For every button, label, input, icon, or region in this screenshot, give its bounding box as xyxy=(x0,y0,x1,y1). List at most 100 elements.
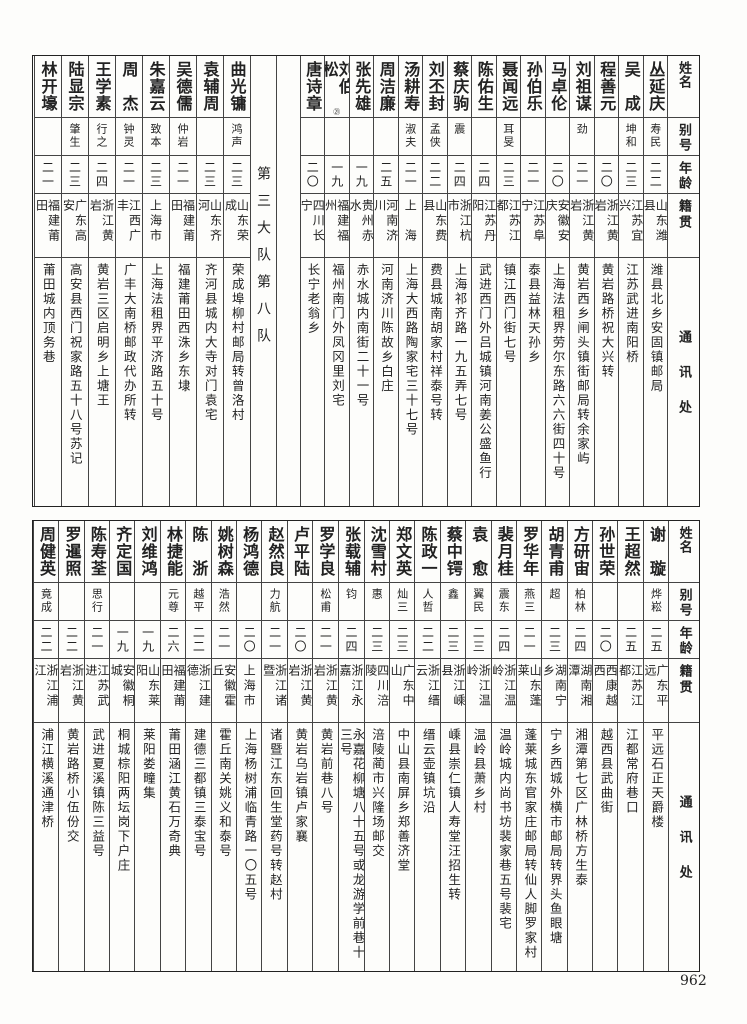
native-cell: 浙江诸暨 xyxy=(262,659,287,723)
native-text: 江苏宜兴 xyxy=(619,199,643,244)
age-text: 二二 xyxy=(420,626,435,654)
alias-cell: 震 xyxy=(447,118,471,156)
header-address-cell: 通讯处 xyxy=(669,723,699,971)
age-text: 一九 xyxy=(115,626,130,654)
address-cell: 蓬莱城东官家庄邮局转仙人脚罗家村 xyxy=(517,723,541,971)
person-column: 曲光镛 鸿声 二三 山东荣成 荣成埠柳村邮局转曾洛村 xyxy=(222,56,250,506)
age-cell: 二二 xyxy=(186,621,211,659)
age-cell: 二二 xyxy=(33,621,59,659)
native-text: 福建莆田 xyxy=(169,199,196,244)
name-cell: 袁辅周 xyxy=(196,56,223,118)
name-text: 周健英 xyxy=(37,526,57,577)
age-cell: 二一 xyxy=(169,156,196,194)
native-text: 贵州赤水 xyxy=(349,199,374,244)
age-cell: 二四 xyxy=(491,621,516,659)
address-text: 缙云壶镇坑沿 xyxy=(420,728,436,815)
age-text: 二三 xyxy=(445,626,460,654)
name-cell: 程善元 xyxy=(594,56,618,118)
page-number: 962 xyxy=(680,973,707,989)
age-cell: 二三 xyxy=(61,156,88,194)
native-cell: 浙江浦江 xyxy=(33,659,59,723)
address-cell: 诸暨江东回生堂药号转赵村 xyxy=(262,723,286,971)
age-text: 二三 xyxy=(547,626,562,654)
alias-cell xyxy=(300,118,324,156)
name-cell: 袁 愈 xyxy=(466,521,491,583)
address-text: 黄岩路桥祝大兴转 xyxy=(599,263,615,379)
alias-text: 寿民 xyxy=(648,123,662,149)
name-text: 张载辅 xyxy=(342,526,362,577)
header-alias: 别号 xyxy=(676,123,691,153)
name-text: 唐诗章 xyxy=(303,61,323,112)
age-cell: 二三 xyxy=(223,156,250,194)
address-text: 涪陵蔺市兴隆场邮交 xyxy=(369,728,385,859)
native-cell: 山东费县 xyxy=(423,194,447,258)
alias-cell: 烨崧 xyxy=(643,583,669,621)
native-text: 浙江温岭 xyxy=(466,664,491,709)
person-column: 周 杰钟灵 二一 江西广丰 广丰大南桥邮政代办所转 xyxy=(114,56,142,506)
address-text: 霍丘南关姚义和泰号 xyxy=(217,728,233,859)
person-column: 罗暹照 二二 浙江黄岩 黄岩路桥小伍份交 xyxy=(58,521,84,971)
address-text: 江苏武进南阳桥 xyxy=(624,263,639,365)
alias-text: 耳旻 xyxy=(501,123,515,149)
person-column: 吴德儒 仲岩 二一 福建莆田 福建莆田西洙乡东埭 xyxy=(168,56,196,506)
address-text: 永嘉花柳塘八十五号或龙游学前巷十三号 xyxy=(338,728,364,960)
alias-text: 震 xyxy=(452,123,466,136)
person-column: 孙伯乐 二一 江苏阜宁 泰县益林天孙乡 xyxy=(520,56,545,506)
person-column: 王超然 二五 江苏江都 江都常府巷口 xyxy=(617,521,643,971)
alias-cell: 越平 xyxy=(186,583,211,621)
address-cell: 河南济川陈故乡白庄 xyxy=(374,258,398,506)
header-alias: 别号 xyxy=(676,588,692,618)
age-cell: 二一 xyxy=(313,621,338,659)
native-cell: 浙江缙云 xyxy=(415,659,440,723)
address-cell: 莱阳娄疃集 xyxy=(135,723,159,971)
address-text: 上海祁齐路一九五弄七号 xyxy=(452,263,468,423)
native-text: 安徽霍丘 xyxy=(211,664,236,709)
name-text: 曲光镛 xyxy=(227,61,247,112)
native-cell: 浙江黄岩 xyxy=(287,659,313,723)
address-cell: 荣成埠柳村邮局转曾洛村 xyxy=(224,258,250,506)
native-cell: 浙江温岭 xyxy=(466,659,491,723)
native-cell: 浙江黄岩 xyxy=(594,194,619,258)
address-cell: 温岭县萧乡村 xyxy=(466,723,490,971)
age-text: 二四 xyxy=(94,161,109,189)
age-cell: 二三 xyxy=(389,621,415,659)
alias-text: 孟侠 xyxy=(428,123,442,149)
header-age-cell: 年龄 xyxy=(669,621,699,659)
person-column: 罗华年 燕三 二一 山东蓬莱 蓬莱城东官家庄邮局转仙人脚罗家村 xyxy=(515,521,542,971)
name-cell: 周 杰 xyxy=(115,56,142,118)
address-cell: 涪陵蔺市兴隆场邮交 xyxy=(365,723,389,971)
address-cell: 越西县武曲街 xyxy=(593,723,617,971)
name-text: 陈佑生 xyxy=(474,61,494,112)
roster-table-top: 姓名 别号 年龄 籍贯 通讯处 丛延庆 寿民 二二 山东潍县 潍县北乡安固镇邮局吴 成坤和 二三 江苏… xyxy=(32,55,700,507)
name-cell: 孙伯乐 xyxy=(521,56,545,118)
name-cell: 汤耕寿 xyxy=(398,56,422,118)
native-text: 山东莱阳 xyxy=(135,664,160,709)
native-text: 浙江黄岩 xyxy=(594,199,619,244)
address-text: 武进西门外吕城镇河南姜公盛鱼行 xyxy=(477,263,492,481)
age-text: 二三 xyxy=(202,161,217,189)
name-cell: 孙世荣 xyxy=(593,521,618,583)
address-text: 黄岩前巷八号 xyxy=(318,728,334,815)
person-column: 陈寿荃 思行 二一 江苏武进 武进夏溪镇陈三益号 xyxy=(83,521,110,971)
person-column: 程善元 二〇 浙江黄岩 黄岩路桥祝大兴转 xyxy=(593,56,619,506)
person-column: 罗学良 松甫 二一 浙江黄岩 黄岩前巷八号 xyxy=(312,521,338,971)
native-cell: 福建福州 xyxy=(325,194,349,258)
address-cell: 费县城南胡家村祥泰号转 xyxy=(423,258,447,506)
age-text: 二一 xyxy=(267,626,282,654)
alias-cell xyxy=(593,583,618,621)
name-cell: 罗暹照 xyxy=(59,521,84,583)
alias-cell: 柏林 xyxy=(567,583,593,621)
age-text: 二一 xyxy=(574,161,589,189)
header-alias-cell: 别号 xyxy=(669,583,699,621)
person-column: 唐诗章 二〇 四川长宁 长宁老翁乡 xyxy=(299,56,324,506)
age-cell: 二一 xyxy=(115,156,142,194)
native-cell: 江苏阜宁 xyxy=(521,194,545,258)
name-text: 谢 璇 xyxy=(647,526,667,577)
alias-cell: 元尊 xyxy=(160,583,186,621)
age-cell: 二一 xyxy=(34,156,61,194)
native-cell: 福建莆田 xyxy=(160,659,186,723)
name-cell: 姚树森 xyxy=(211,521,236,583)
name-cell: 陈佑生 xyxy=(472,56,496,118)
address-text: 齐河县城内大寺对门袁宅 xyxy=(202,263,218,423)
alias-text: 元尊 xyxy=(166,588,180,614)
